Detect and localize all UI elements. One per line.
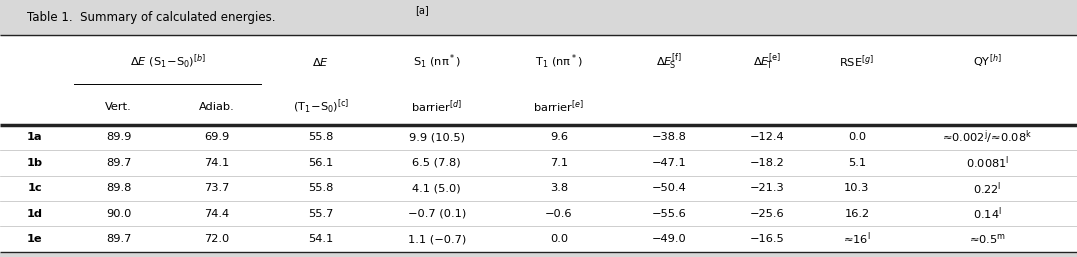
Text: 74.4: 74.4 bbox=[204, 209, 229, 219]
Text: −47.1: −47.1 bbox=[652, 158, 686, 168]
Text: 89.7: 89.7 bbox=[106, 158, 131, 168]
Text: 55.8: 55.8 bbox=[308, 183, 334, 193]
Text: 16.2: 16.2 bbox=[844, 209, 869, 219]
Text: $\mathrm{barrier}^{[e]}$: $\mathrm{barrier}^{[e]}$ bbox=[533, 98, 585, 115]
Text: 90.0: 90.0 bbox=[106, 209, 131, 219]
Text: 89.9: 89.9 bbox=[106, 132, 131, 142]
Text: ≈0.5$^{\mathregular{m}}$: ≈0.5$^{\mathregular{m}}$ bbox=[968, 232, 1006, 246]
Text: 4.1 (5.0): 4.1 (5.0) bbox=[412, 183, 461, 193]
Text: Adiab.: Adiab. bbox=[199, 102, 235, 112]
Text: 0.0081$^{\mathregular{l}}$: 0.0081$^{\mathregular{l}}$ bbox=[966, 154, 1009, 171]
Text: 6.5 (7.8): 6.5 (7.8) bbox=[412, 158, 461, 168]
Text: −55.6: −55.6 bbox=[652, 209, 686, 219]
Text: $\mathrm{S_1\ (n\pi^*)}$: $\mathrm{S_1\ (n\pi^*)}$ bbox=[412, 53, 461, 71]
Text: 9.9 (10.5): 9.9 (10.5) bbox=[409, 132, 465, 142]
Text: Table 1.  Summary of calculated energies.: Table 1. Summary of calculated energies. bbox=[27, 11, 276, 24]
Text: Vert.: Vert. bbox=[106, 102, 131, 112]
Text: −25.6: −25.6 bbox=[750, 209, 784, 219]
Text: 10.3: 10.3 bbox=[844, 183, 869, 193]
Text: 5.1: 5.1 bbox=[848, 158, 866, 168]
Text: $\mathrm{barrier}^{[d]}$: $\mathrm{barrier}^{[d]}$ bbox=[411, 98, 462, 115]
Text: [a]: [a] bbox=[415, 5, 429, 15]
Text: 55.8: 55.8 bbox=[308, 132, 334, 142]
Text: 74.1: 74.1 bbox=[204, 158, 229, 168]
Text: $\Delta E\ (\mathrm{S_1\!-\!S_0})^{[b]}$: $\Delta E\ (\mathrm{S_1\!-\!S_0})^{[b]}$ bbox=[129, 53, 206, 71]
Text: ≈16$^{\mathregular{l}}$: ≈16$^{\mathregular{l}}$ bbox=[843, 231, 870, 247]
Text: 7.1: 7.1 bbox=[549, 158, 568, 168]
Text: 73.7: 73.7 bbox=[204, 183, 229, 193]
Bar bbox=[0, 0, 1077, 35]
Text: −18.2: −18.2 bbox=[750, 158, 784, 168]
Text: −21.3: −21.3 bbox=[750, 183, 784, 193]
Text: 0.0: 0.0 bbox=[549, 234, 568, 244]
Text: 54.1: 54.1 bbox=[308, 234, 334, 244]
Text: 0.22$^{\mathregular{l}}$: 0.22$^{\mathregular{l}}$ bbox=[974, 180, 1002, 197]
Text: −38.8: −38.8 bbox=[652, 132, 686, 142]
Text: 55.7: 55.7 bbox=[308, 209, 334, 219]
Text: 0.0: 0.0 bbox=[848, 132, 866, 142]
Text: −50.4: −50.4 bbox=[652, 183, 686, 193]
Text: 89.8: 89.8 bbox=[106, 183, 131, 193]
Text: $\Delta E_{\!\mathrm{T}}^{[\mathrm{e}]}$: $\Delta E_{\!\mathrm{T}}^{[\mathrm{e}]}$ bbox=[753, 51, 781, 72]
Text: 1e: 1e bbox=[27, 234, 42, 244]
Text: $\mathrm{T_1\ (n\pi^*)}$: $\mathrm{T_1\ (n\pi^*)}$ bbox=[535, 53, 583, 71]
Bar bbox=[0, 35, 1077, 252]
Text: 69.9: 69.9 bbox=[204, 132, 229, 142]
Text: 0.14$^{\mathregular{l}}$: 0.14$^{\mathregular{l}}$ bbox=[973, 205, 1002, 222]
Text: 3.8: 3.8 bbox=[549, 183, 568, 193]
Text: 1.1 (−0.7): 1.1 (−0.7) bbox=[408, 234, 466, 244]
Text: −16.5: −16.5 bbox=[750, 234, 784, 244]
Text: 1d: 1d bbox=[27, 209, 43, 219]
Text: −0.6: −0.6 bbox=[545, 209, 573, 219]
Text: 1a: 1a bbox=[27, 132, 42, 142]
Text: 72.0: 72.0 bbox=[204, 234, 229, 244]
Text: $\Delta E_{\!\mathrm{S}}^{[\mathrm{f}]}$: $\Delta E_{\!\mathrm{S}}^{[\mathrm{f}]}$ bbox=[656, 51, 682, 72]
Text: 1c: 1c bbox=[27, 183, 42, 193]
Text: $\mathrm{(T_1\!-\!S_0)^{[c]}}$: $\mathrm{(T_1\!-\!S_0)^{[c]}}$ bbox=[293, 98, 349, 116]
Text: $\Delta E$: $\Delta E$ bbox=[312, 56, 330, 68]
Text: $\mathrm{QY}^{[h]}$: $\mathrm{QY}^{[h]}$ bbox=[973, 53, 1002, 70]
Text: 1b: 1b bbox=[27, 158, 43, 168]
Text: −12.4: −12.4 bbox=[750, 132, 784, 142]
Text: −49.0: −49.0 bbox=[652, 234, 686, 244]
Text: 56.1: 56.1 bbox=[308, 158, 334, 168]
Text: ≈0.002$^{\mathregular{j}}$/≈0.08$^{\mathregular{k}}$: ≈0.002$^{\mathregular{j}}$/≈0.08$^{\math… bbox=[942, 128, 1033, 146]
Text: 9.6: 9.6 bbox=[550, 132, 568, 142]
Text: $\mathrm{RSE}^{[g]}$: $\mathrm{RSE}^{[g]}$ bbox=[839, 53, 875, 70]
Text: −0.7 (0.1): −0.7 (0.1) bbox=[408, 209, 466, 219]
Text: 89.7: 89.7 bbox=[106, 234, 131, 244]
